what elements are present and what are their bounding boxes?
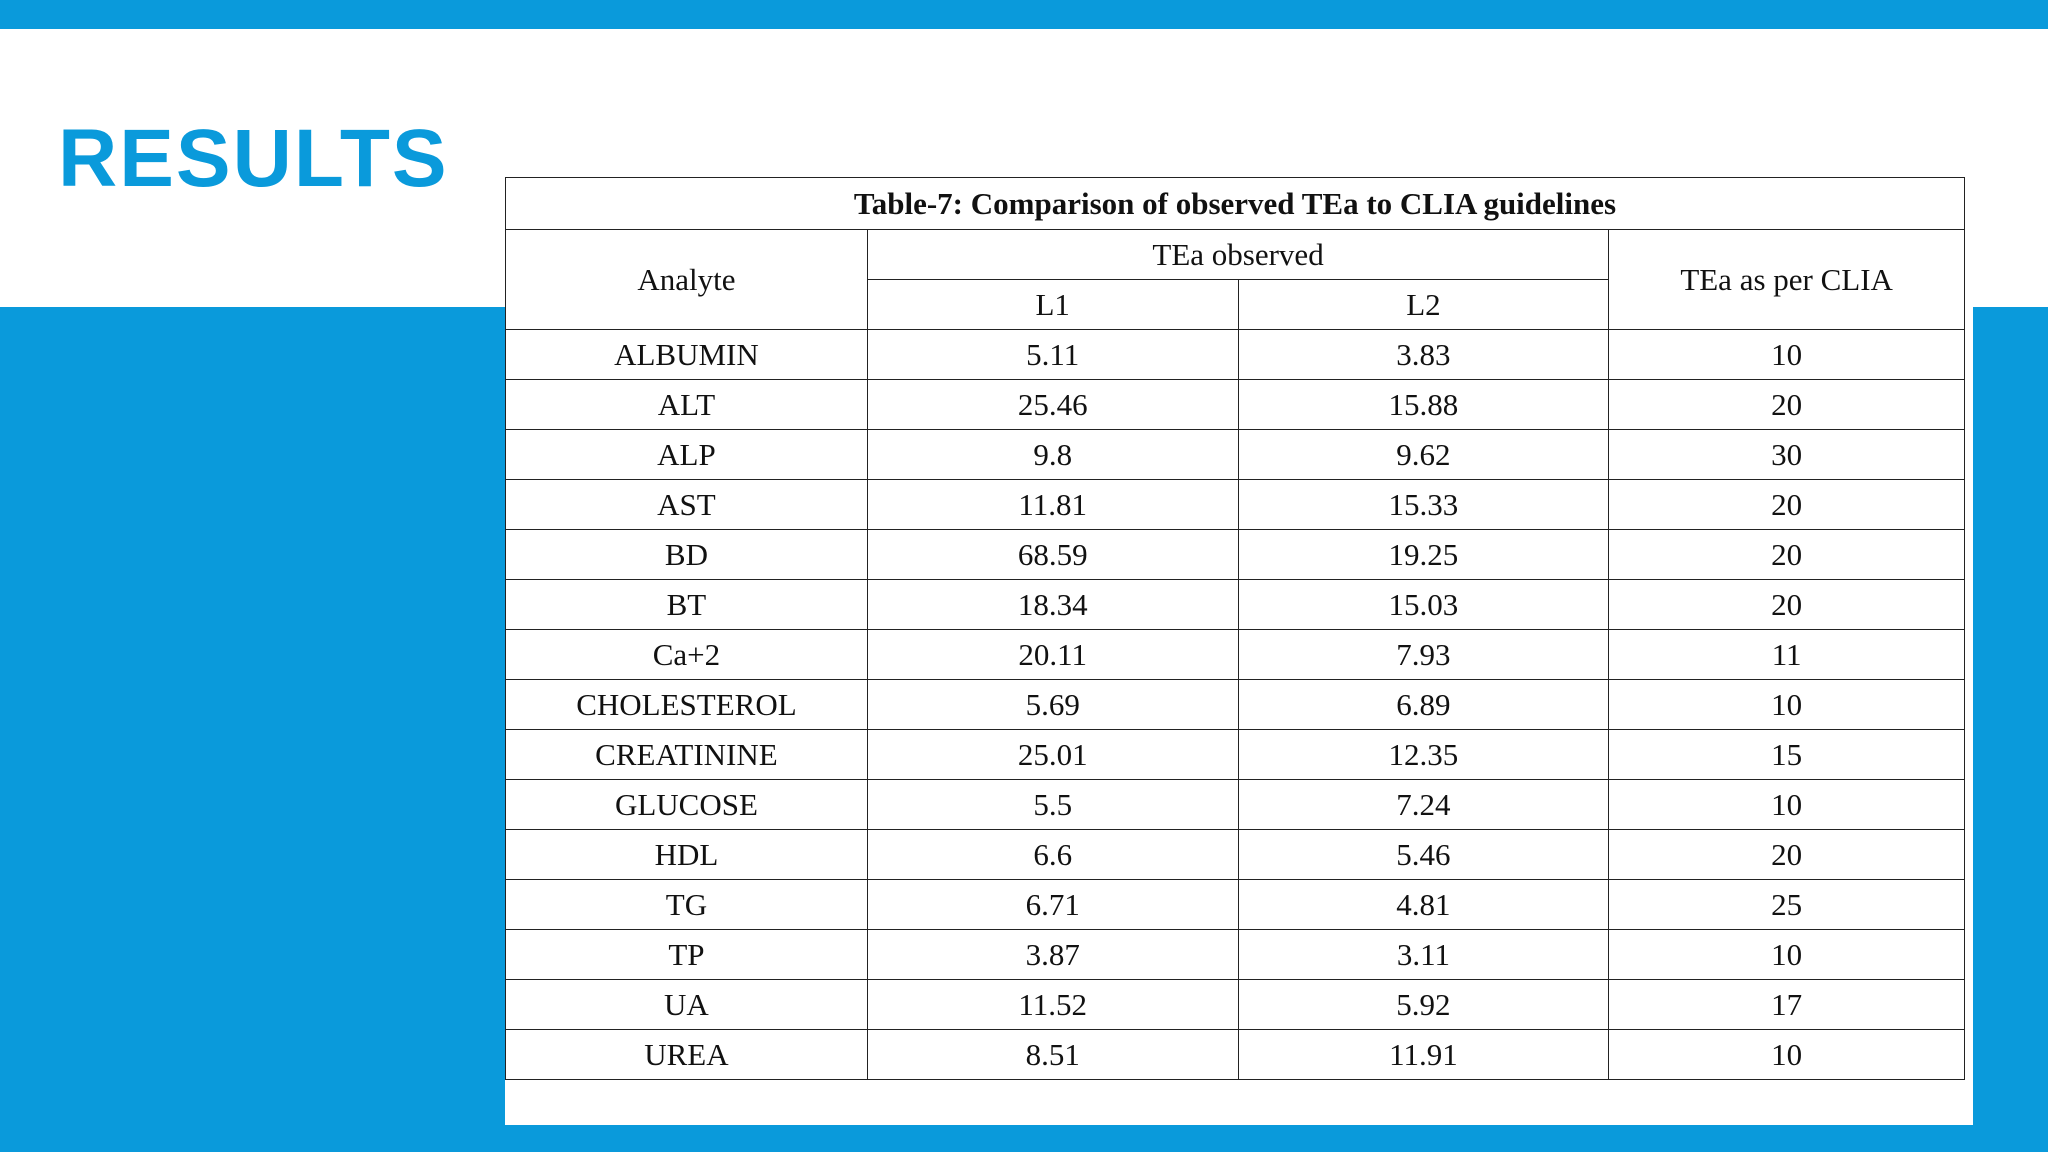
table-row: UREA 8.51 11.91 10	[505, 1029, 1965, 1080]
cell-l1: 20.11	[866, 629, 1239, 680]
cell-clia: 10	[1608, 679, 1965, 730]
cell-clia: 10	[1608, 329, 1965, 380]
cell-clia: 20	[1608, 829, 1965, 880]
cell-l2: 19.25	[1237, 529, 1610, 580]
cell-clia: 10	[1608, 929, 1965, 980]
cell-clia: 15	[1608, 729, 1965, 780]
header-tea-clia: TEa as per CLIA	[1608, 229, 1965, 330]
cell-clia: 10	[1608, 779, 1965, 830]
cell-l1: 5.69	[866, 679, 1239, 730]
slide-title: RESULTS	[58, 113, 449, 204]
cell-analyte: Ca+2	[505, 629, 868, 680]
cell-analyte: UA	[505, 979, 868, 1030]
cell-l2: 4.81	[1237, 879, 1610, 930]
cell-analyte: TG	[505, 879, 868, 930]
table-row: GLUCOSE 5.5 7.24 10	[505, 779, 1965, 830]
cell-analyte: AST	[505, 479, 868, 530]
cell-analyte: ALP	[505, 429, 868, 480]
cell-l1: 3.87	[866, 929, 1239, 980]
table-row: ALP 9.8 9.62 30	[505, 429, 1965, 480]
table-row: UA 11.52 5.92 17	[505, 979, 1965, 1030]
table-row: CHOLESTEROL 5.69 6.89 10	[505, 679, 1965, 730]
table-row: TG 6.71 4.81 25	[505, 879, 1965, 930]
cell-analyte: ALT	[505, 379, 868, 430]
cell-l1: 5.11	[866, 329, 1239, 380]
table-row: TP 3.87 3.11 10	[505, 929, 1965, 980]
table-row: CREATININE 25.01 12.35 15	[505, 729, 1965, 780]
cell-l2: 3.83	[1237, 329, 1610, 380]
cell-l2: 15.03	[1237, 579, 1610, 630]
cell-analyte: BD	[505, 529, 868, 580]
header-analyte: Analyte	[505, 229, 868, 330]
header-l2: L2	[1237, 279, 1610, 330]
cell-l2: 7.93	[1237, 629, 1610, 680]
cell-analyte: CHOLESTEROL	[505, 679, 868, 730]
cell-l1: 6.6	[866, 829, 1239, 880]
cell-l1: 11.81	[866, 479, 1239, 530]
table-row: ALBUMIN 5.11 3.83 10	[505, 329, 1965, 380]
cell-l2: 11.91	[1237, 1029, 1610, 1080]
results-table: Table-7: Comparison of observed TEa to C…	[505, 177, 1965, 1080]
cell-analyte: HDL	[505, 829, 868, 880]
cell-l2: 15.88	[1237, 379, 1610, 430]
cell-analyte: ALBUMIN	[505, 329, 868, 380]
cell-l1: 8.51	[866, 1029, 1239, 1080]
header-tea-observed: TEa observed	[866, 229, 1610, 280]
cell-l2: 7.24	[1237, 779, 1610, 830]
cell-clia: 20	[1608, 379, 1965, 430]
cell-clia: 20	[1608, 479, 1965, 530]
cell-l1: 25.01	[866, 729, 1239, 780]
cell-l2: 5.92	[1237, 979, 1610, 1030]
cell-l2: 3.11	[1237, 929, 1610, 980]
cell-clia: 30	[1608, 429, 1965, 480]
top-accent-bar	[0, 0, 2048, 29]
cell-clia: 20	[1608, 529, 1965, 580]
cell-l1: 9.8	[866, 429, 1239, 480]
cell-analyte: GLUCOSE	[505, 779, 868, 830]
cell-l2: 15.33	[1237, 479, 1610, 530]
table-card: Table-7: Comparison of observed TEa to C…	[505, 175, 1973, 1125]
cell-l2: 12.35	[1237, 729, 1610, 780]
table-row: Ca+2 20.11 7.93 11	[505, 629, 1965, 680]
cell-l1: 68.59	[866, 529, 1239, 580]
cell-l1: 18.34	[866, 579, 1239, 630]
table-row: BD 68.59 19.25 20	[505, 529, 1965, 580]
table-body: ALBUMIN 5.11 3.83 10 ALT 25.46 15.88 20 ALP 9.8…	[505, 329, 1965, 1080]
cell-analyte: CREATININE	[505, 729, 868, 780]
cell-clia: 25	[1608, 879, 1965, 930]
cell-analyte: BT	[505, 579, 868, 630]
table-caption: Table-7: Comparison of observed TEa to C…	[505, 177, 1965, 230]
cell-analyte: TP	[505, 929, 868, 980]
cell-analyte: UREA	[505, 1029, 868, 1080]
cell-l1: 5.5	[866, 779, 1239, 830]
header-l1: L1	[866, 279, 1239, 330]
table-row: ALT 25.46 15.88 20	[505, 379, 1965, 430]
table-row: AST 11.81 15.33 20	[505, 479, 1965, 530]
table-row: BT 18.34 15.03 20	[505, 579, 1965, 630]
cell-l2: 6.89	[1237, 679, 1610, 730]
cell-clia: 20	[1608, 579, 1965, 630]
table-row: HDL 6.6 5.46 20	[505, 829, 1965, 880]
cell-clia: 11	[1608, 629, 1965, 680]
cell-l1: 6.71	[866, 879, 1239, 930]
cell-l1: 25.46	[866, 379, 1239, 430]
cell-l1: 11.52	[866, 979, 1239, 1030]
cell-clia: 10	[1608, 1029, 1965, 1080]
cell-clia: 17	[1608, 979, 1965, 1030]
cell-l2: 5.46	[1237, 829, 1610, 880]
cell-l2: 9.62	[1237, 429, 1610, 480]
